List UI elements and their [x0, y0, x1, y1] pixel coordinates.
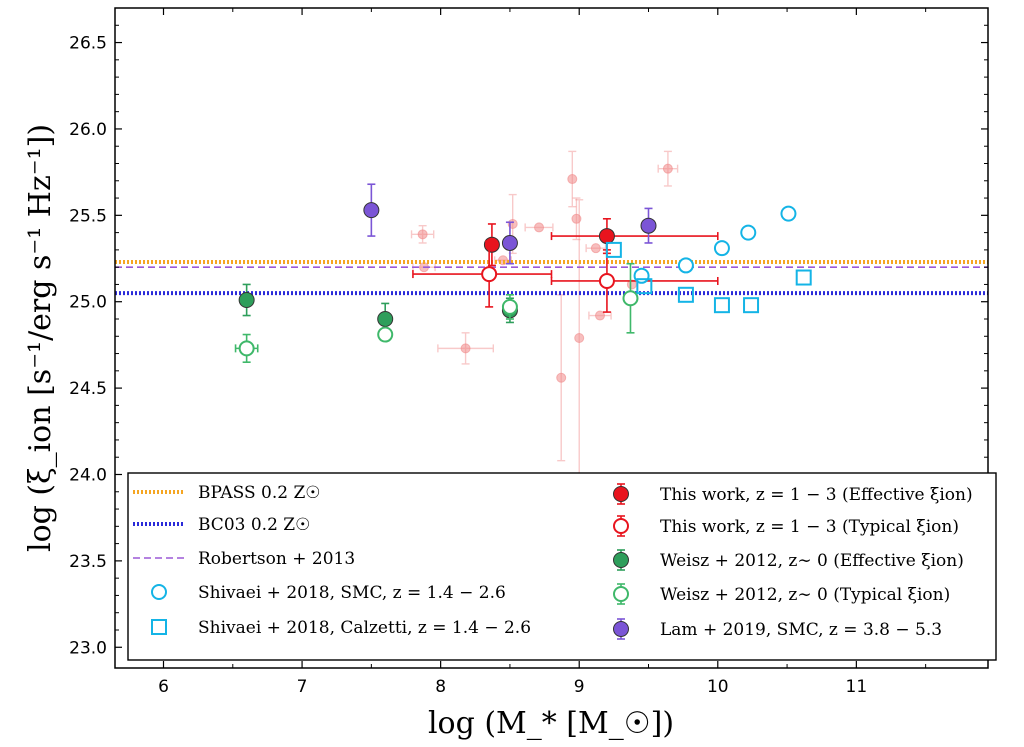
x-tick-label: 10 — [707, 677, 729, 697]
legend-label: This work, z = 1 − 3 (Typical ξion) — [660, 517, 959, 537]
data-point-faded — [534, 222, 545, 233]
x-tick-label: 6 — [158, 677, 169, 697]
legend-entry: Weisz + 2012, z∼ 0 (Effective ξion) — [613, 549, 964, 571]
data-point — [483, 236, 500, 253]
legend-label: Robertson + 2013 — [198, 549, 355, 569]
legend-swatch — [151, 619, 167, 635]
plot-frame — [114, 7, 989, 669]
data-point — [640, 217, 657, 234]
data-point — [636, 278, 653, 295]
data-point — [238, 340, 255, 357]
x-axis-title: log (M_* [M_☉]) — [428, 706, 674, 741]
legend-box — [127, 472, 997, 661]
data-point — [713, 240, 730, 257]
legend-entry: Robertson + 2013 — [133, 549, 355, 569]
legend-swatch — [613, 518, 629, 534]
y-tick-label: 25.5 — [69, 206, 107, 226]
data-point — [743, 297, 760, 314]
legend-label: BC03 0.2 Z☉ — [198, 515, 310, 535]
data-point — [377, 310, 394, 327]
data-point-faded — [571, 213, 582, 224]
data-point — [501, 234, 518, 251]
legend-swatch — [613, 586, 629, 602]
data-point-faded — [662, 163, 673, 174]
x-tick-label: 8 — [435, 677, 446, 697]
legend-label: Weisz + 2012, z∼ 0 (Effective ξion) — [660, 551, 964, 571]
data-point — [780, 205, 797, 222]
y-tick-label: 26.0 — [69, 120, 107, 140]
data-point-faded — [595, 310, 605, 321]
data-point — [363, 202, 380, 219]
legend-entry: BPASS 0.2 Z☉ — [133, 483, 321, 503]
legend-label: This work, z = 1 − 3 (Effective ξion) — [660, 485, 973, 505]
legend: BPASS 0.2 Z☉ BC03 0.2 Z☉ Robertson + 2013 S… — [127, 472, 997, 661]
faded-layer — [410, 150, 679, 477]
legend-label: Shivaei + 2018, SMC, z = 1.4 − 2.6 — [198, 583, 506, 603]
legend-entry: This work, z = 1 − 3 (Effective ξion) — [613, 483, 973, 505]
x-tick-label: 9 — [574, 677, 585, 697]
legend-entry: BC03 0.2 Z☉ — [133, 515, 310, 535]
axis-ticks: 6 7 8 9 10 11 23.0 23.5 24.0 24.5 25.0 25.5 26.0 26.5 — [69, 8, 988, 697]
legend-entry: Shivaei + 2018, SMC, z = 1.4 − 2.6 — [151, 583, 506, 603]
legend-swatch — [151, 584, 167, 600]
data-point — [598, 272, 615, 289]
data-point — [481, 266, 498, 283]
data-point — [677, 286, 694, 303]
legend-entry: Shivaei + 2018, Calzetti, z = 1.4 − 2.6 — [151, 618, 531, 638]
reference-lines — [115, 259, 988, 296]
data-point-faded — [590, 243, 601, 254]
legend-swatch — [613, 552, 629, 568]
y-tick-label: 24.5 — [69, 379, 107, 399]
x-tick-label: 7 — [297, 677, 308, 697]
legend-swatch — [613, 621, 629, 637]
legend-label: Weisz + 2012, z∼ 0 (Typical ξion) — [660, 585, 950, 605]
data-point — [622, 290, 639, 307]
legend-swatch — [613, 486, 629, 502]
data-point — [677, 257, 694, 274]
data-point — [598, 228, 615, 245]
data-point-faded — [417, 229, 428, 240]
legend-label: BPASS 0.2 Z☉ — [198, 483, 321, 503]
data-point — [713, 297, 730, 314]
data-point — [605, 241, 622, 258]
y-tick-label: 23.5 — [69, 552, 107, 572]
x-tick-label: 11 — [846, 677, 868, 697]
legend-entry: This work, z = 1 − 3 (Typical ξion) — [613, 515, 959, 537]
legend-label: Lam + 2019, SMC, z = 3.8 − 5.3 — [660, 620, 942, 640]
y-axis-title: log (ξ_ion [s⁻¹/erg s⁻¹ Hz⁻¹]) — [23, 124, 58, 552]
data-point-faded — [556, 372, 567, 383]
data-point — [795, 269, 812, 286]
data-point — [238, 291, 255, 308]
y-tick-label: 26.5 — [69, 34, 107, 54]
data-point — [501, 298, 518, 315]
data-point — [377, 326, 394, 343]
y-tick-label: 24.0 — [69, 465, 107, 485]
data-point-faded — [574, 333, 585, 343]
y-tick-label: 25.0 — [69, 293, 107, 313]
legend-label: Shivaei + 2018, Calzetti, z = 1.4 − 2.6 — [198, 618, 531, 638]
legend-entry: Weisz + 2012, z∼ 0 (Typical ξion) — [613, 583, 950, 605]
y-tick-label: 23.0 — [69, 638, 107, 658]
data-point — [740, 224, 757, 241]
data-points — [234, 183, 812, 363]
data-point-faded — [460, 343, 471, 354]
data-point-faded — [567, 174, 578, 185]
legend-entry: Lam + 2019, SMC, z = 3.8 − 5.3 — [613, 618, 942, 640]
